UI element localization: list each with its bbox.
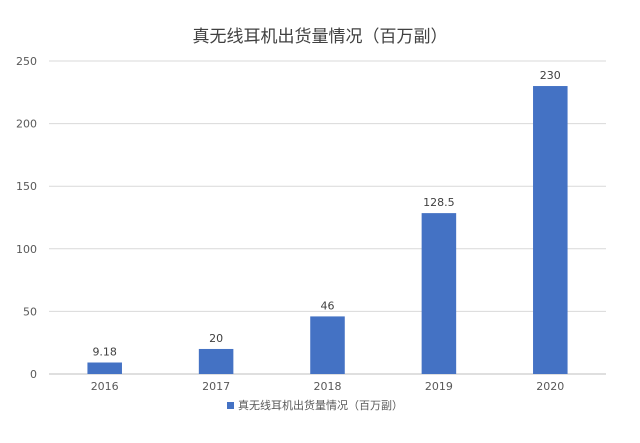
data-labels: 9.18 20 46 128.5 230 xyxy=(92,69,560,358)
data-label: 46 xyxy=(321,299,335,312)
x-tick-label: 2018 xyxy=(314,380,342,393)
x-axis-ticks: 2016 2017 2018 2019 2020 xyxy=(91,380,565,393)
legend: 真无线耳机出货量情况（百万副） xyxy=(227,398,403,412)
y-axis-ticks: 0 50 100 150 200 250 xyxy=(16,55,37,381)
data-label: 230 xyxy=(540,69,561,82)
gridlines xyxy=(49,60,606,375)
x-tick-label: 2020 xyxy=(536,380,564,393)
y-tick-label: 0 xyxy=(30,368,37,381)
legend-label: 真无线耳机出货量情况（百万副） xyxy=(238,398,403,412)
bar xyxy=(533,86,568,374)
bar xyxy=(198,348,234,374)
legend-swatch xyxy=(227,402,234,409)
bar xyxy=(87,362,122,374)
y-tick-label: 250 xyxy=(16,55,37,68)
x-tick-label: 2019 xyxy=(425,380,453,393)
bar xyxy=(421,213,457,374)
y-tick-label: 200 xyxy=(16,118,37,131)
y-tick-label: 100 xyxy=(16,243,37,256)
x-tick-label: 2016 xyxy=(91,380,119,393)
bars xyxy=(87,86,568,374)
bar xyxy=(310,316,345,374)
data-label: 128.5 xyxy=(423,196,455,209)
x-tick-label: 2017 xyxy=(202,380,230,393)
y-tick-label: 50 xyxy=(23,305,37,318)
chart-title: 真无线耳机出货量情况（百万副） xyxy=(193,27,448,47)
data-label: 20 xyxy=(209,332,223,345)
data-label: 9.18 xyxy=(92,346,117,359)
y-tick-label: 150 xyxy=(16,180,37,193)
